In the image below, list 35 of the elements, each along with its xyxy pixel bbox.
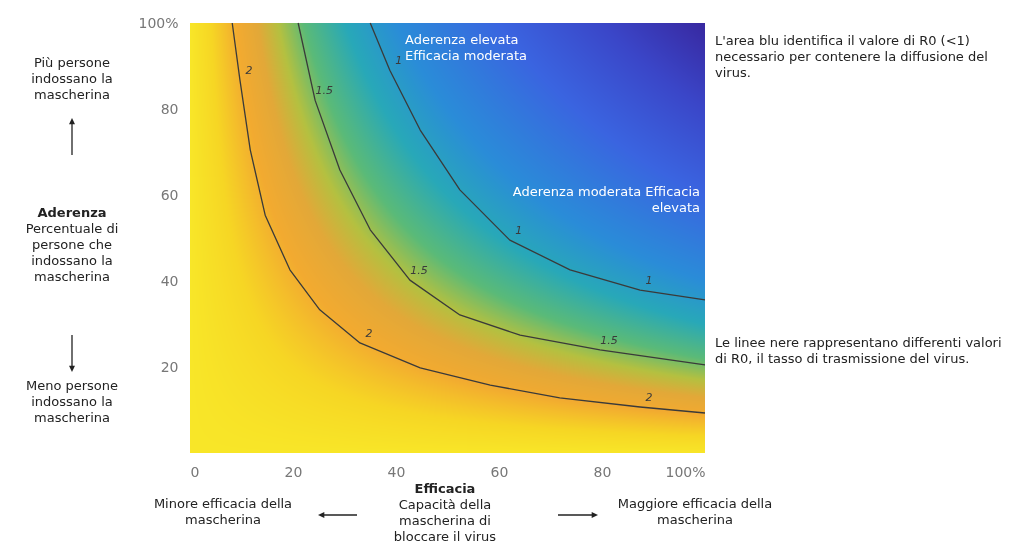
text: 1 [395,54,403,68]
text: Le linee nere rappresentano differenti valori di R0, il tasso di trasmissione del virus. [715,335,1003,367]
text: Capacità della mascherina di bloccare il virus [392,497,498,545]
y-tick-label: 60 [160,186,179,203]
series-label: 1.5 [315,84,333,98]
x-tick-label: 80 [593,463,612,480]
text: 1.5 [410,264,428,278]
text: Percentuale di persone che indossano la mascherina [24,221,120,285]
text: Meno persone indossano la mascherina [24,378,120,426]
text: Maggiore efficacia della mascherina [616,496,774,528]
line-series [297,22,706,366]
x-tick-label: 60 [490,463,509,480]
annotation: Aderenza moderata Efficacia elevata [511,184,700,216]
y-tick-label: 100% [138,14,179,31]
text: L'area blu identifica il valore di R0 (<1) necessario per contenere la diffusione del virus. [715,33,989,81]
text: 2 [245,64,253,78]
annotation: Aderenza elevata Efficacia moderata [405,32,528,64]
line-series [369,22,706,301]
line-series [231,22,706,414]
text: 1 [515,224,523,238]
x-tick-label: 0 [190,463,200,480]
x-tick-label: 20 [284,463,303,480]
text: 1.5 [600,333,618,347]
y-axis-title: Aderenza [36,205,108,221]
series-label: 2 [645,390,653,404]
y-tick-label: 20 [160,358,179,375]
series-label: 1 [645,274,653,288]
x-tick-label: 40 [387,463,406,480]
text: 2 [365,326,373,340]
y-tick-label: 40 [160,272,179,289]
y-tick-label: 80 [160,100,179,117]
text: Minore efficacia della mascherina [152,496,294,528]
x-axis-title: Efficacia [413,481,477,497]
text: Più persone indossano la mascherina [30,55,114,103]
x-tick-label: 100% [665,463,706,480]
